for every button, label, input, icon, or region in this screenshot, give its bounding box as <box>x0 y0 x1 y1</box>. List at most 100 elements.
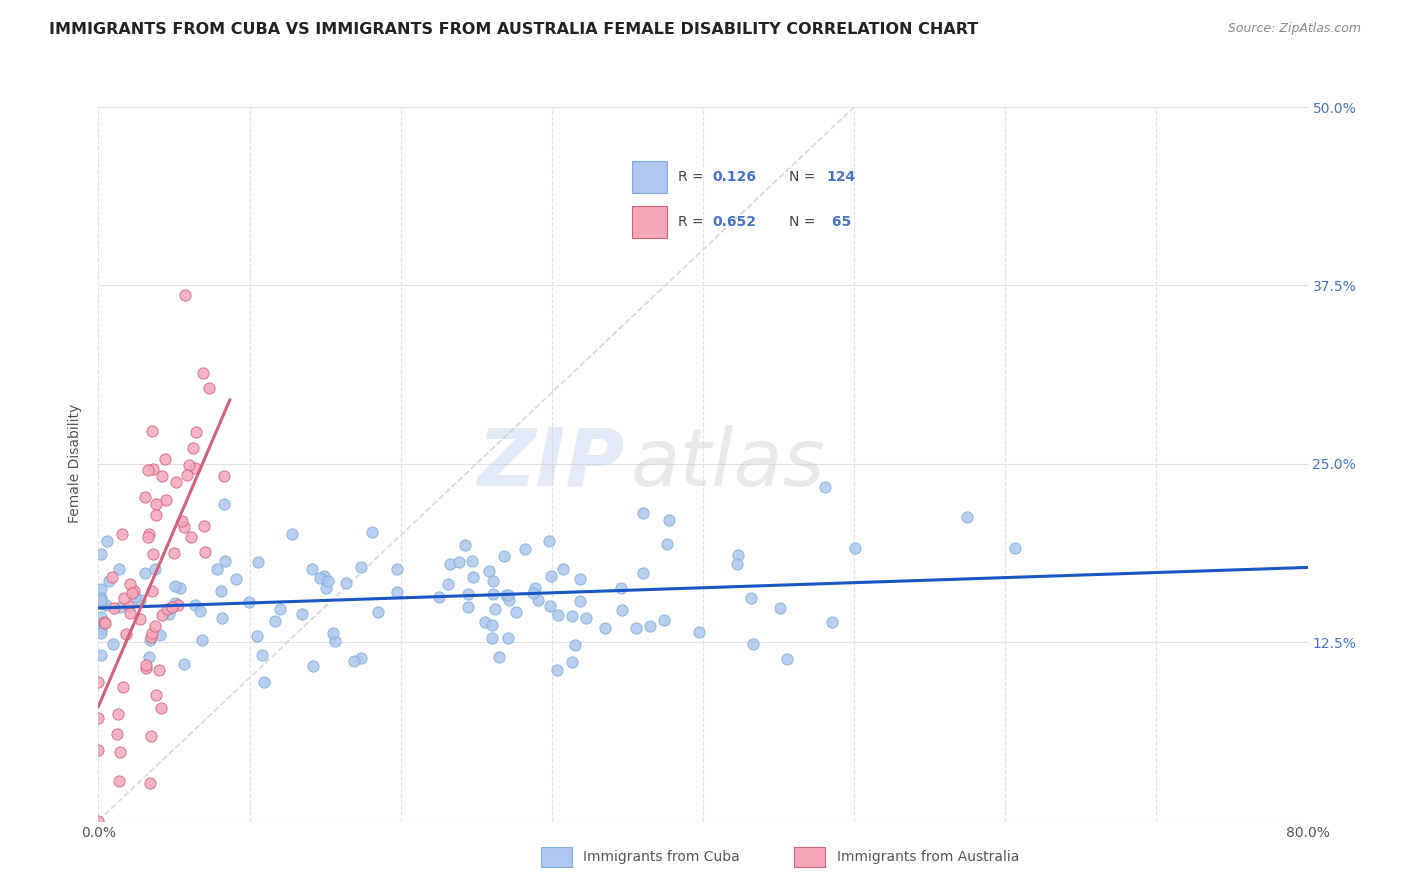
Point <box>688 624 710 639</box>
Bar <box>633 206 666 238</box>
Point <box>593 621 616 635</box>
Point <box>568 594 591 608</box>
Text: 65: 65 <box>827 215 851 228</box>
Point <box>87 711 110 725</box>
Point <box>253 674 276 689</box>
Point <box>956 509 979 524</box>
Point <box>513 542 536 557</box>
Point <box>110 599 132 614</box>
Point <box>90 616 112 631</box>
Point <box>496 631 519 645</box>
Point <box>149 627 172 641</box>
Point <box>427 590 450 604</box>
Point <box>569 572 592 586</box>
Point <box>103 601 125 615</box>
Point <box>94 615 117 630</box>
Point <box>652 613 675 627</box>
Point <box>124 590 146 604</box>
Point <box>360 525 382 540</box>
Text: Immigrants from Australia: Immigrants from Australia <box>837 850 1019 864</box>
Point <box>167 598 190 612</box>
Point <box>633 506 655 520</box>
Point <box>90 593 112 607</box>
Point <box>138 649 160 664</box>
Point <box>177 458 200 472</box>
Point <box>546 664 568 678</box>
Point <box>108 562 131 576</box>
Point <box>129 593 152 607</box>
Point <box>209 584 232 599</box>
Point <box>463 570 485 584</box>
Text: R =: R = <box>678 215 707 228</box>
Point <box>176 467 198 482</box>
Point <box>117 599 139 614</box>
Point <box>90 648 112 663</box>
Point <box>481 587 503 601</box>
Point <box>159 602 181 616</box>
Point <box>211 610 233 624</box>
Point <box>658 513 681 527</box>
Point <box>484 602 506 616</box>
Point <box>474 615 496 629</box>
Point <box>488 650 510 665</box>
Point <box>181 441 204 455</box>
Point <box>245 629 267 643</box>
Point <box>564 639 586 653</box>
Point <box>538 534 561 549</box>
Point <box>129 611 152 625</box>
Point <box>315 581 337 595</box>
Point <box>814 480 837 494</box>
Text: 124: 124 <box>827 169 856 184</box>
Point <box>350 650 373 665</box>
Point <box>121 586 143 600</box>
Point <box>169 581 191 595</box>
Point <box>457 587 479 601</box>
Point <box>188 604 211 618</box>
Text: ZIP: ZIP <box>477 425 624 503</box>
Point <box>725 558 748 572</box>
Point <box>141 626 163 640</box>
Point <box>281 526 304 541</box>
Point <box>335 576 357 591</box>
Point <box>135 657 157 672</box>
Point <box>776 651 799 665</box>
Point <box>727 548 749 562</box>
Point <box>90 623 112 637</box>
Point <box>90 591 112 606</box>
Point <box>551 562 574 576</box>
Point <box>100 570 122 584</box>
Point <box>145 689 167 703</box>
Point <box>145 497 167 511</box>
Point <box>87 675 110 690</box>
Point <box>212 468 235 483</box>
Point <box>561 655 583 669</box>
Point <box>107 706 129 721</box>
Point <box>138 526 160 541</box>
Text: N =: N = <box>789 169 820 184</box>
Point <box>439 557 461 571</box>
Point <box>522 586 544 600</box>
Point <box>165 475 187 490</box>
Point <box>156 601 179 615</box>
Point <box>173 657 195 672</box>
Text: atlas: atlas <box>630 425 825 503</box>
Point <box>538 599 561 614</box>
Point <box>349 560 371 574</box>
Point <box>96 599 118 613</box>
Point <box>252 648 274 662</box>
Point <box>478 564 501 578</box>
Point <box>122 584 145 599</box>
Point <box>481 631 503 645</box>
Point <box>134 491 156 505</box>
Point <box>481 618 503 632</box>
Point <box>108 745 131 759</box>
Point <box>162 599 184 614</box>
Point <box>139 775 162 789</box>
Point <box>165 579 187 593</box>
Point <box>1004 541 1026 555</box>
Point <box>385 585 408 599</box>
Point <box>505 605 527 619</box>
Point <box>108 774 131 789</box>
Point <box>657 537 679 551</box>
Point <box>631 566 654 580</box>
